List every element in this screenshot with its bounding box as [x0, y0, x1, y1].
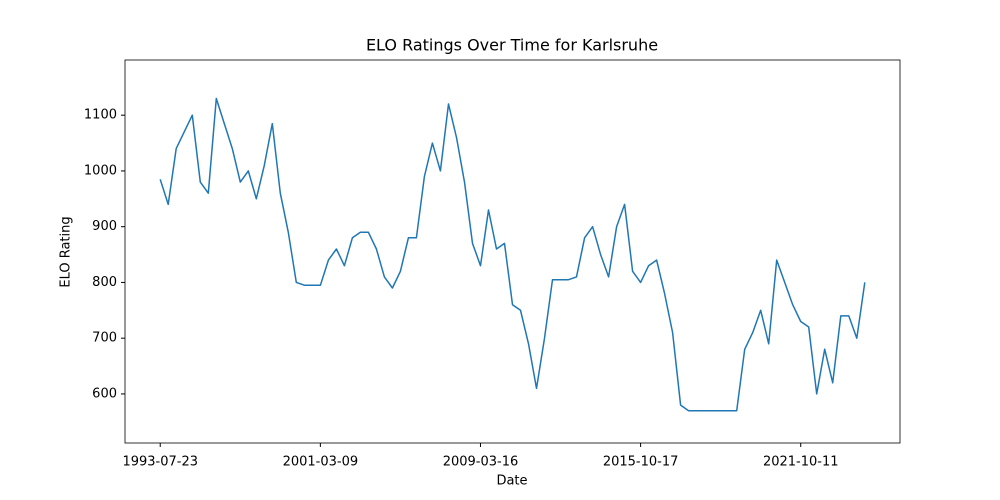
y-tick-label: 800	[92, 275, 117, 290]
plot-frame	[124, 59, 901, 444]
y-tick-label: 1100	[84, 108, 117, 123]
x-axis-label: Date	[496, 474, 527, 489]
x-tick-label: 1993-07-23	[122, 455, 198, 470]
line-series	[159, 97, 866, 412]
y-tick-label: 700	[92, 331, 117, 346]
x-tick-label: 2015-10-17	[603, 455, 679, 470]
y-tick-label: 900	[92, 219, 117, 234]
y-tick-label: 1000	[84, 163, 117, 178]
chart-title: ELO Ratings Over Time for Karlsruhe	[366, 36, 658, 55]
x-tick-label: 2001-03-09	[283, 455, 359, 470]
y-tick-label: 600	[92, 386, 117, 401]
y-axis-label: ELO Rating	[59, 216, 74, 287]
x-tick-label: 2021-10-11	[763, 455, 839, 470]
x-tick-label: 2009-03-16	[443, 455, 519, 470]
